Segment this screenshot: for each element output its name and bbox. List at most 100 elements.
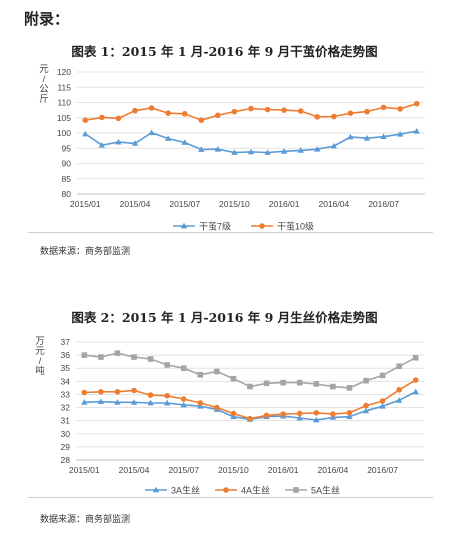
- chart1-series-1-point: [165, 110, 171, 116]
- chart1-series-0-point: [380, 133, 387, 140]
- chart2-series-2-point: [396, 363, 402, 370]
- chart2-y-axis-label: /: [39, 356, 42, 367]
- chart2-plot: 28 29 30 31 32 33 34 35 36 37 2015/01 2015/04 2015/0…: [35, 336, 424, 496]
- chart2-x-tick-label: 2015/10: [218, 465, 249, 475]
- chart2-series-2-point: [280, 379, 286, 386]
- chart2-x-tick-label: 2016/04: [317, 465, 348, 475]
- chart1-legend-swatch-marker: [180, 222, 188, 229]
- chart2-series-0-point: [329, 414, 337, 420]
- chart2-series-2-point: [164, 362, 170, 368]
- chart2-legend-label: 4A生丝: [241, 485, 270, 496]
- chart2-y-tick-label: 32: [61, 403, 71, 413]
- chart1-series-1-point: [99, 114, 105, 121]
- chart2-series-2-point: [214, 368, 220, 375]
- chart1-series-0-point: [131, 140, 139, 146]
- chart1-legend-label: 干茧7级: [199, 221, 231, 232]
- chart1-legend-label: 干茧10级: [277, 221, 314, 232]
- chart1-x-tick-label: 2015/04: [120, 199, 151, 209]
- chart2-series-2-point: [247, 383, 253, 390]
- chart1-series-1-point: [281, 107, 287, 113]
- chart2-series-1-point: [346, 410, 353, 416]
- chart1-y-tick-label: 95: [62, 143, 72, 153]
- chart1-series-1-point: [181, 110, 188, 117]
- chart1-bottom-rule: [28, 232, 433, 233]
- chart2-series-1-point: [98, 389, 104, 395]
- chart2-series-1-point: [164, 392, 170, 399]
- chart1-series-0-point: [314, 145, 321, 152]
- chart2-y-axis-label: 万: [35, 336, 45, 347]
- chart2-series-1-point: [131, 387, 137, 394]
- chart1-series-1-point: [397, 106, 403, 112]
- chart2-series-1-point: [180, 396, 187, 402]
- chart1-y-tick-label: 100: [57, 128, 71, 138]
- chart2-series-2-point: [197, 371, 204, 378]
- chart1-title: 图表 1：2015 年 1 月-2016 年 9 月干茧价格走势图: [71, 44, 378, 59]
- chart1-y-tick-label: 85: [62, 174, 72, 184]
- chart1-series-1-point: [248, 105, 254, 112]
- chart1-y-tick-label: 110: [57, 98, 71, 108]
- chart2-x-tick-label: 2016/07: [367, 465, 398, 475]
- chart1-series-0-point: [264, 149, 271, 155]
- chart1-series-1-point: [380, 104, 387, 111]
- chart1-series-0-point: [247, 148, 255, 155]
- chart2-series-1-point: [214, 404, 220, 411]
- chart2-series-1-point: [363, 402, 369, 409]
- chart1-y-tick-label: 90: [62, 159, 72, 169]
- chart1-y-axis-label: 元: [39, 64, 49, 75]
- chart2-series-2-point: [98, 354, 104, 360]
- chart2-legend-swatch-marker: [293, 487, 299, 493]
- chart2-series-1-point: [230, 410, 237, 417]
- chart2-legend-item-2: 5A生丝: [285, 485, 340, 496]
- chart1-series-1-point: [331, 113, 337, 120]
- chart1-series-0-point: [82, 130, 89, 137]
- chart1-series-1-point: [132, 107, 138, 114]
- chart2-series-1-point: [379, 398, 386, 404]
- chart1-series-1-point: [347, 110, 354, 116]
- chart1-series-0-point: [164, 135, 172, 141]
- chart1-series-0-point: [98, 142, 106, 148]
- chart2-series-1-point: [247, 415, 253, 422]
- chart1-series-0-point: [198, 146, 205, 152]
- chart1-x-tick-label: 2016/07: [368, 199, 399, 209]
- chart2-x-tick-label: 2015/01: [69, 465, 100, 475]
- chart1-y-axis-label: 公: [39, 84, 49, 95]
- chart2-series-1-point: [330, 411, 336, 417]
- chart1-y-tick-label: 115: [57, 82, 71, 92]
- chart2-series-2-point: [147, 356, 154, 362]
- chart1-plot: 80 85 90 95 100 105 110 115 120 2015/01 2015/04 201…: [39, 64, 425, 232]
- chart2-title: 图表 2：2015 年 1 月-2016 年 9 月生丝价格走势图: [71, 310, 378, 325]
- chart1-series-1-point: [82, 117, 89, 123]
- chart2-series-0-point: [346, 413, 353, 420]
- chart1-legend-item-1: 干茧10级: [251, 221, 314, 232]
- chart2-series-2-point: [363, 377, 369, 384]
- chart1-x-tick-label: 2016/04: [318, 199, 349, 209]
- chart1-y-tick-label: 80: [62, 189, 72, 199]
- chart1-y-tick-label: 120: [57, 67, 71, 77]
- chart2-x-tick-label: 2015/04: [119, 465, 150, 475]
- chart2-y-tick-label: 29: [61, 442, 71, 452]
- chart2-y-tick-label: 36: [61, 350, 71, 360]
- chart1-legend-swatch-marker: [259, 223, 265, 229]
- chart1-series-1-point: [314, 114, 321, 120]
- chart2-series-1-point: [263, 412, 270, 419]
- chart2-series-2-point: [263, 380, 270, 387]
- chart2-series-2-point: [230, 375, 237, 382]
- chart2-legend-label: 3A生丝: [171, 485, 200, 496]
- chart1-series-1: [82, 100, 420, 123]
- chart2-series-0-point: [362, 407, 370, 414]
- chart1-legend-item-0: 干茧7级: [173, 221, 231, 232]
- chart2-y-tick-label: 28: [61, 455, 71, 465]
- chart1-series-1-point: [115, 115, 122, 122]
- chart1-series-0-point: [413, 127, 420, 134]
- chart2-x-tick-label: 2016/01: [268, 465, 299, 475]
- chart2-y-tick-label: 33: [61, 389, 71, 399]
- appendix-heading: 附录：: [24, 10, 70, 28]
- chart1-series-1-point: [148, 105, 155, 111]
- chart1-series-1-point: [413, 100, 420, 107]
- chart2-y-tick-label: 31: [61, 416, 71, 426]
- chart1-series-1-point: [198, 117, 205, 123]
- chart1-series-1-point: [297, 108, 304, 114]
- chart2-series-0-point: [163, 399, 171, 406]
- chart2-y-tick-label: 34: [61, 376, 71, 386]
- chart2-y-tick-label: 37: [61, 337, 71, 347]
